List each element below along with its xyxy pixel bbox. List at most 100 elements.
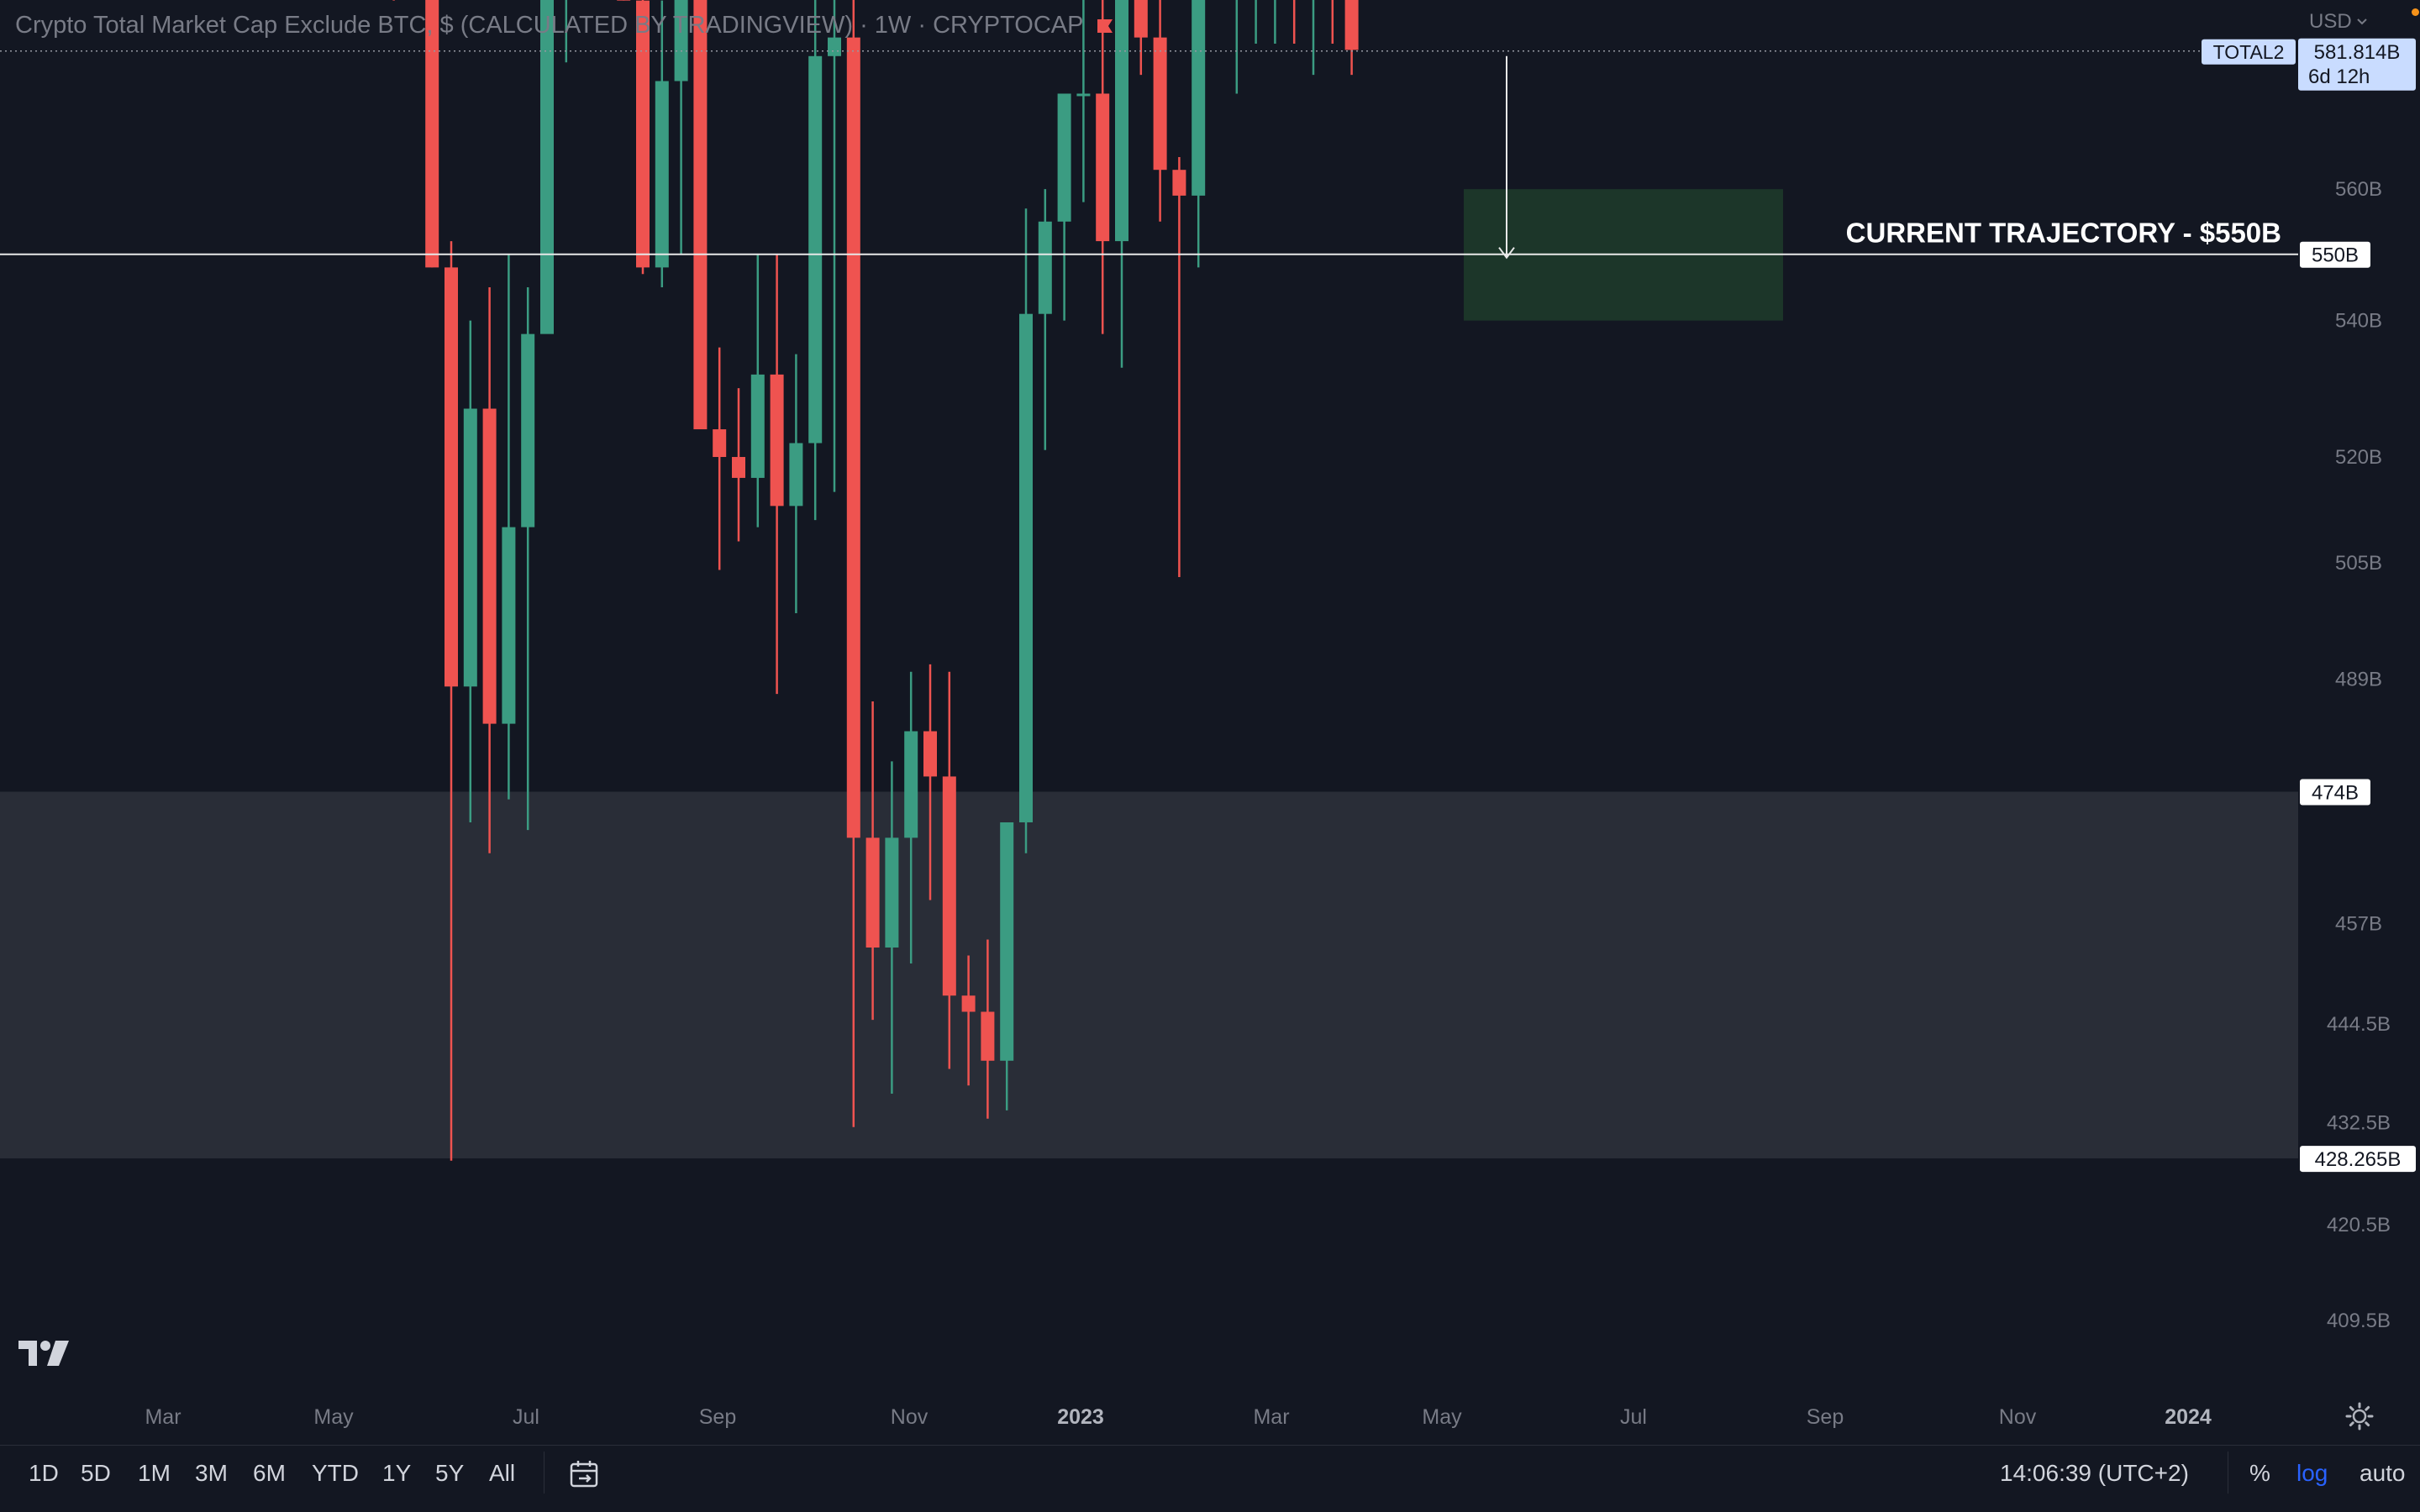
candle[interactable] <box>1249 0 1263 45</box>
tradingview-logo-icon[interactable] <box>18 1339 71 1368</box>
bottom-toolbar <box>0 1445 2420 1512</box>
candle[interactable] <box>502 254 516 800</box>
price-level-badge[interactable] <box>2300 1146 2416 1173</box>
candle[interactable] <box>1153 0 1167 222</box>
range-button-5d[interactable]: 5D <box>81 1460 111 1486</box>
candle-body <box>617 0 631 1</box>
candle-body <box>732 457 745 478</box>
candle[interactable] <box>981 939 995 1119</box>
log-scale-toggle[interactable]: log <box>2296 1460 2328 1486</box>
candle[interactable] <box>828 0 841 492</box>
symbol-tag[interactable] <box>2202 39 2296 65</box>
candle[interactable] <box>1000 822 1014 1110</box>
candle[interactable] <box>1172 156 1186 578</box>
candle[interactable] <box>942 671 956 1069</box>
candle-body <box>1057 93 1071 222</box>
candle[interactable] <box>1326 0 1339 45</box>
time-axis[interactable]: Mar May Jul Sep Nov 2023 Mar May Jul Sep Nov 2024 <box>0 1386 2420 1445</box>
candle-body <box>1344 0 1359 50</box>
price-level-badge[interactable] <box>2300 779 2370 806</box>
candle[interactable] <box>617 0 631 1</box>
candle[interactable] <box>693 0 708 430</box>
time-tick-label: May <box>1422 1405 1462 1429</box>
resistance-support-zone[interactable] <box>0 791 2298 1159</box>
candle[interactable] <box>885 761 899 1095</box>
candle-body <box>1019 313 1033 822</box>
candle-body <box>636 0 650 268</box>
candle[interactable] <box>1134 0 1148 76</box>
chart-title[interactable]: Crypto Total Market Cap Exclude BTC, $ (… <box>15 12 1114 39</box>
bar-countdown-label: 6d 12h <box>2308 66 2370 88</box>
range-button-6m[interactable]: 6M <box>253 1460 286 1486</box>
candle[interactable] <box>789 354 803 614</box>
candle[interactable] <box>1115 0 1128 368</box>
clock-timezone[interactable]: 14:06:39 (UTC+2) <box>2000 1460 2189 1486</box>
chart-area[interactable]: THIS NEEDS TO BE FLIPPED FOR UPSIDECURRE… <box>0 0 2298 1386</box>
calendar-goto-icon[interactable] <box>570 1460 600 1488</box>
candle-body <box>425 0 439 268</box>
price-level-badge[interactable] <box>2300 241 2370 268</box>
candle[interactable] <box>1344 0 1359 76</box>
candle[interactable] <box>865 701 880 1021</box>
candle[interactable] <box>521 286 535 831</box>
candle[interactable] <box>808 0 823 521</box>
candle[interactable] <box>1307 0 1320 76</box>
candle[interactable] <box>655 0 669 287</box>
flag-icon[interactable] <box>1096 17 1114 35</box>
current-price-label: 581.814B <box>2314 41 2401 64</box>
candle[interactable] <box>540 0 554 334</box>
percent-scale-toggle[interactable]: % <box>2249 1460 2270 1486</box>
candle[interactable] <box>445 241 458 1161</box>
price-axis[interactable]: 760B740B720B680B660B640B620B600B560B540B… <box>2298 0 2420 1386</box>
time-tick-label: Sep <box>699 1405 736 1429</box>
candle[interactable] <box>770 254 784 695</box>
range-button-1m[interactable]: 1M <box>138 1460 171 1486</box>
candle[interactable] <box>1230 0 1244 94</box>
candle-body <box>846 37 860 838</box>
candle[interactable] <box>636 0 650 275</box>
candle[interactable] <box>713 347 727 570</box>
candle[interactable] <box>1076 0 1091 202</box>
candle-body <box>502 527 516 724</box>
candlestick-plot[interactable]: THIS NEEDS TO BE FLIPPED FOR UPSIDECURRE… <box>0 0 2298 1386</box>
candle[interactable] <box>750 254 765 528</box>
candle[interactable] <box>1057 93 1071 321</box>
candle[interactable] <box>904 671 918 963</box>
candle-body <box>463 408 477 687</box>
candle[interactable] <box>1038 189 1052 450</box>
trajectory-note[interactable]: CURRENT TRAJECTORY - $550B <box>1846 218 2281 249</box>
range-button-ytd[interactable]: YTD <box>312 1460 359 1486</box>
range-button-3m[interactable]: 3M <box>195 1460 228 1486</box>
range-button-1y[interactable]: 1Y <box>382 1460 412 1486</box>
candle[interactable] <box>1096 0 1110 334</box>
candle-body <box>1076 93 1091 97</box>
candle[interactable] <box>425 0 439 268</box>
candle-body <box>1153 37 1167 171</box>
time-tick-label: Mar <box>1253 1405 1289 1429</box>
candle[interactable] <box>961 955 976 1086</box>
candle[interactable] <box>560 0 573 63</box>
candle[interactable] <box>1268 0 1281 45</box>
range-button-all[interactable]: All <box>489 1460 516 1486</box>
current-price-badge[interactable] <box>2298 38 2416 91</box>
range-button-5y[interactable]: 5Y <box>435 1460 465 1486</box>
price-tick-label: 444.5B <box>2327 1013 2391 1036</box>
candle-body <box>674 0 688 81</box>
candle[interactable] <box>463 320 477 822</box>
candle[interactable] <box>1192 0 1206 268</box>
candle[interactable] <box>482 286 497 853</box>
candle[interactable] <box>1019 208 1033 853</box>
candle[interactable] <box>674 0 688 255</box>
currency-selector[interactable]: USD <box>2309 10 2367 34</box>
candle[interactable] <box>387 0 401 1</box>
candle[interactable] <box>1287 0 1301 45</box>
auto-scale-toggle[interactable]: auto <box>2360 1460 2406 1486</box>
time-tick-label: Mar <box>145 1405 181 1429</box>
candle[interactable] <box>923 664 937 900</box>
price-tick-label: 420.5B <box>2327 1214 2391 1236</box>
candle-body <box>521 333 535 528</box>
range-button-1d[interactable]: 1D <box>29 1460 59 1486</box>
settings-gear-icon[interactable] <box>2344 1401 2375 1431</box>
candle[interactable] <box>732 388 745 542</box>
candle[interactable] <box>846 0 860 1127</box>
